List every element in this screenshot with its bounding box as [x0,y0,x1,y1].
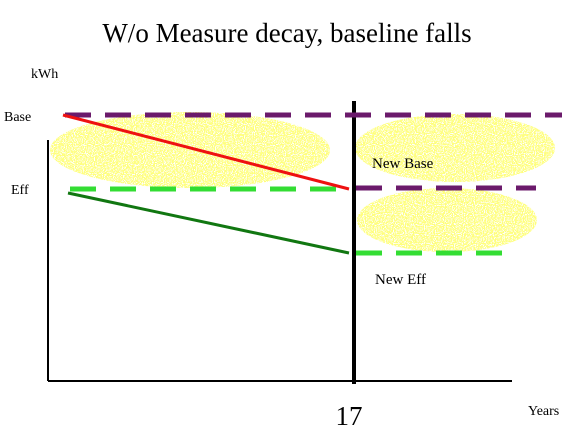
diagram-title: W/o Measure decay, baseline falls [102,18,471,48]
eff-label: Eff [11,183,29,198]
new-eff-label: New Eff [375,272,426,288]
savings-region-right-lower [357,188,537,252]
efficient-falling-line [67,191,350,255]
savings-regions [50,112,555,252]
x-axis-label: Years [528,404,559,419]
savings-region-right-upper [355,114,555,182]
y-axis-label: kWh [31,67,58,82]
new-base-label: New Base [372,156,434,172]
base-label: Base [4,110,31,125]
baseline-falling-line [62,113,350,191]
x-marker-label: 17 [336,401,363,431]
